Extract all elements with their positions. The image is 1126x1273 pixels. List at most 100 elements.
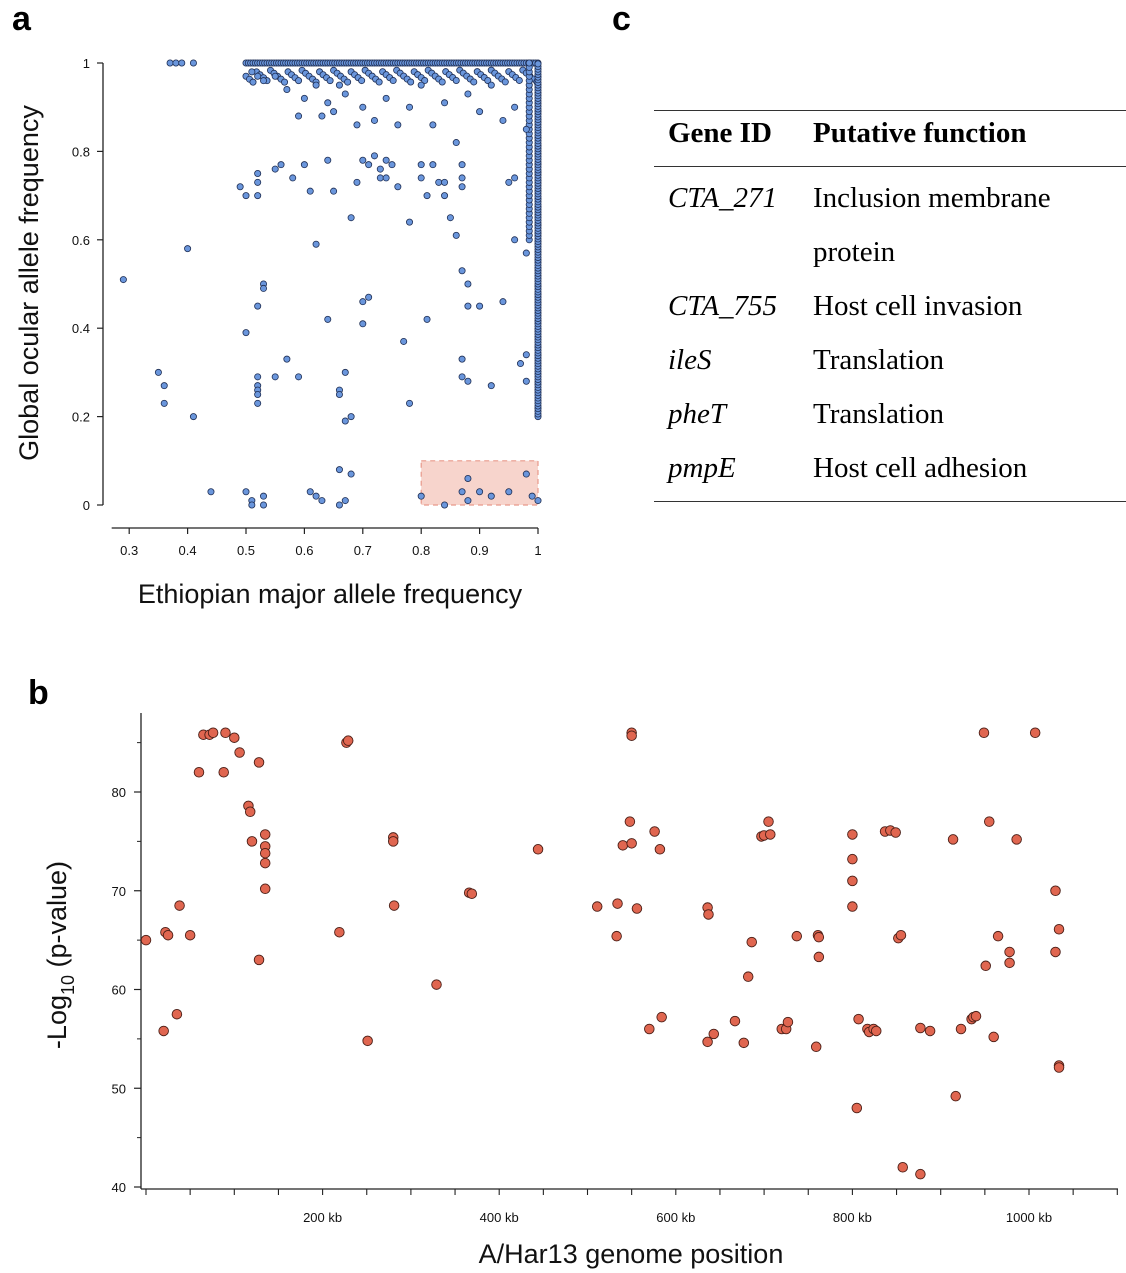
data-point (947, 834, 959, 845)
table-body: CTA_271 Inclusion membrane protein CTA_75… (654, 167, 1126, 501)
data-point (283, 86, 291, 94)
data-point (742, 971, 754, 982)
data-point (160, 399, 168, 407)
chart-b-xlabel: A/Har13 genome position (479, 1239, 784, 1269)
data-point (394, 121, 402, 129)
x-tick-label: 0.4 (179, 543, 197, 558)
data-point (335, 81, 343, 89)
data-point (487, 492, 495, 500)
data-point (511, 103, 519, 111)
data-point (915, 1168, 926, 1180)
data-point (893, 932, 904, 944)
data-point (406, 218, 414, 226)
data-point (271, 373, 279, 381)
data-point (220, 727, 231, 739)
data-point (487, 382, 495, 390)
x-tick-label: 400 kb (480, 1210, 519, 1225)
data-point (458, 373, 466, 381)
data-point (242, 329, 250, 337)
data-point (476, 302, 484, 310)
data-point (458, 355, 466, 363)
data-point (511, 236, 519, 244)
data-point (765, 829, 776, 840)
data-point (193, 767, 205, 778)
data-point (1029, 727, 1041, 739)
data-point (300, 161, 308, 169)
data-point (246, 836, 258, 847)
data-point (362, 1035, 373, 1047)
data-point (312, 492, 320, 500)
data-point (1053, 924, 1065, 935)
gene-id-cell: CTA_755 (668, 290, 778, 322)
data-point (464, 497, 472, 505)
data-point (335, 390, 343, 398)
data-point (324, 99, 332, 107)
data-point (253, 757, 265, 768)
gene-id-cell (654, 225, 813, 279)
data-point (234, 747, 245, 758)
data-point (763, 816, 774, 827)
chart-b-ylabel-suffix: (p-value) (42, 861, 72, 975)
data-point (312, 81, 320, 89)
data-point (624, 816, 636, 827)
data-point (464, 90, 472, 98)
data-point (334, 926, 345, 938)
panel-c-label: c (612, 0, 631, 38)
data-point (260, 501, 268, 509)
data-point (370, 116, 378, 124)
data-point (359, 103, 367, 111)
table-row: pheT Translation (654, 387, 1126, 441)
data-point (470, 78, 478, 86)
data-point (387, 832, 399, 843)
data-point (847, 875, 858, 887)
data-point (847, 901, 858, 912)
data-point (387, 836, 399, 847)
data-point (382, 94, 390, 102)
data-point (968, 1011, 979, 1023)
gene-id-cell: CTA_271 (668, 182, 778, 214)
data-point (1004, 957, 1015, 969)
data-point (464, 377, 472, 385)
x-tick-label: 0.9 (471, 543, 489, 558)
function-cell: Host cell invasion (813, 290, 1023, 322)
highlight-region (420, 460, 539, 506)
data-point (924, 1025, 936, 1037)
data-point (417, 492, 425, 500)
data-point (522, 249, 530, 257)
data-point (847, 853, 858, 865)
data-point (522, 470, 530, 478)
data-point (341, 417, 349, 425)
data-point (534, 497, 542, 505)
data-point (458, 267, 466, 275)
data-point (306, 488, 314, 496)
data-point (160, 382, 168, 390)
data-point (431, 979, 442, 990)
data-point (476, 488, 484, 496)
data-point (528, 492, 536, 500)
data-point (505, 178, 513, 186)
function-cell: Inclusion membrane (813, 182, 1051, 214)
data-point (515, 76, 523, 84)
chart-b-points (140, 727, 1065, 1180)
data-point (207, 488, 215, 496)
data-point (458, 488, 466, 496)
data-point (259, 883, 271, 895)
data-point (388, 161, 396, 169)
data-point (260, 284, 268, 292)
data-point (780, 1023, 792, 1035)
data-point (441, 501, 449, 509)
data-point (649, 826, 660, 837)
data-point (277, 161, 285, 169)
data-point (359, 156, 367, 164)
data-point (158, 1025, 169, 1037)
data-point (1053, 1060, 1065, 1071)
gene-id-cell: pheT (668, 398, 726, 430)
data-point (452, 77, 460, 85)
y-tick-label: 0 (83, 498, 90, 513)
data-point (417, 174, 425, 182)
data-point (406, 399, 414, 407)
data-point (248, 68, 256, 76)
data-point (295, 77, 303, 85)
gene-id-cell: pmpE (668, 452, 736, 484)
data-point (335, 501, 343, 509)
